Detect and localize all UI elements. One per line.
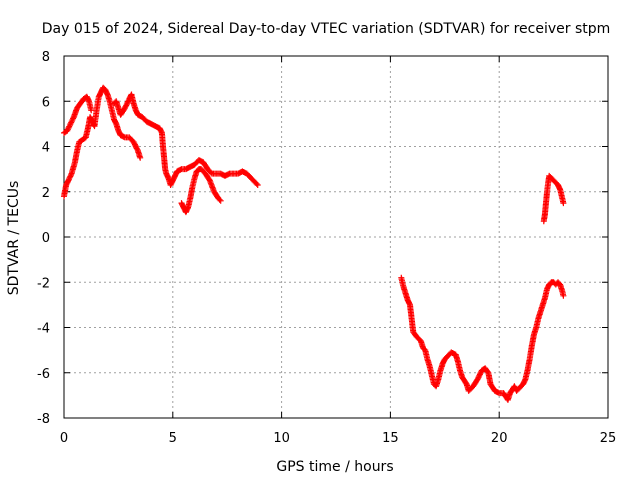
data-point <box>216 196 223 203</box>
y-tick-label: -6 <box>37 367 50 382</box>
grid <box>64 56 608 418</box>
y-tick-label: 6 <box>42 95 50 110</box>
y-tick-label: 0 <box>42 231 50 246</box>
data-marks <box>61 84 567 403</box>
data-point <box>254 182 261 188</box>
y-tick-label: 4 <box>42 141 50 156</box>
data-point <box>253 180 260 187</box>
y-tick-label: -4 <box>37 322 50 337</box>
x-tick-label: 0 <box>60 431 68 446</box>
x-tick-label: 20 <box>491 431 508 446</box>
data-point <box>68 118 75 125</box>
x-tick-label: 10 <box>273 431 290 446</box>
x-tick-label: 15 <box>382 431 399 446</box>
data-point <box>560 200 567 207</box>
x-tick-label: 5 <box>169 431 177 446</box>
data-point <box>68 119 75 126</box>
data-point <box>66 174 73 181</box>
data-point <box>560 292 567 299</box>
y-tick-label: -2 <box>37 276 50 291</box>
chart-title: Day 015 of 2024, Sidereal Day-to-day VTE… <box>42 21 611 37</box>
x-tick-label: 25 <box>600 431 617 446</box>
data-point <box>217 197 224 204</box>
data-point <box>137 154 144 161</box>
y-tick-label: -8 <box>37 412 50 427</box>
axis-ticks: 0 5 10 15 20 25 -8 -6 -4 -2 0 2 4 6 8 <box>37 50 616 446</box>
x-axis-label: GPS time / hours <box>276 459 393 475</box>
data-point <box>88 107 95 114</box>
y-axis-label: SDTVAR / TECUs <box>6 181 22 296</box>
y-tick-label: 8 <box>42 50 50 65</box>
y-tick-label: 2 <box>42 186 50 201</box>
